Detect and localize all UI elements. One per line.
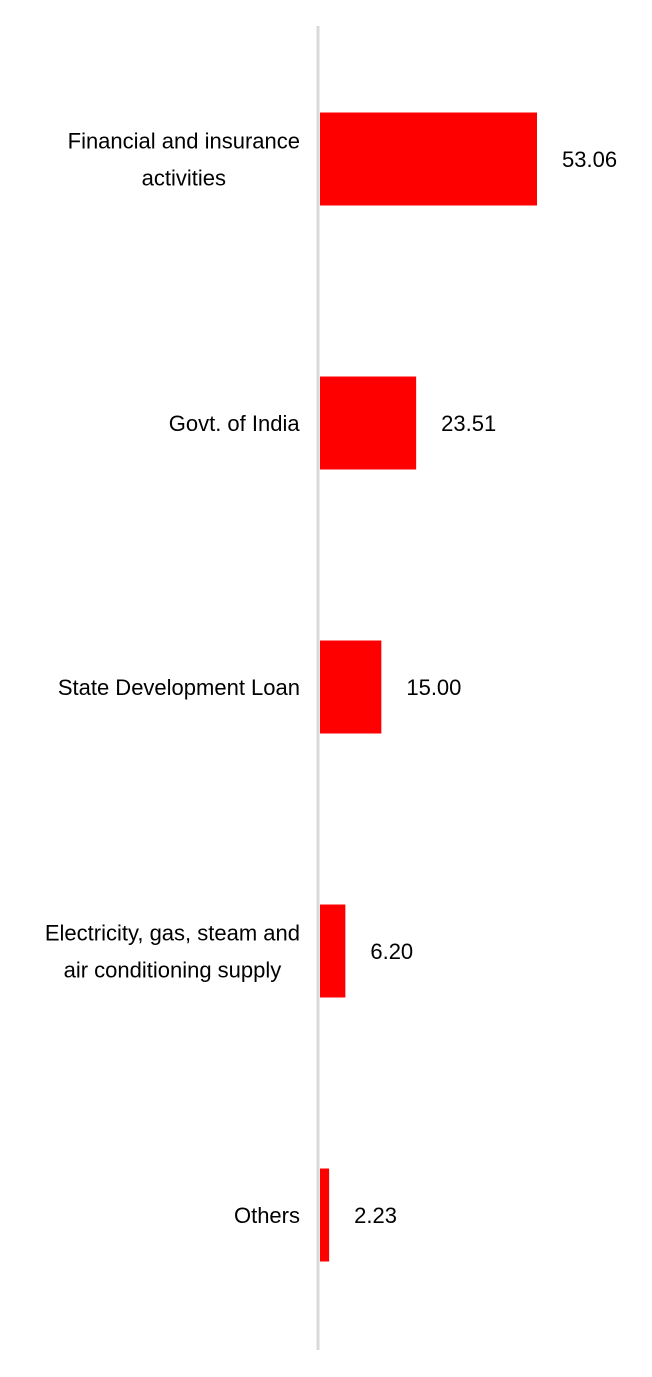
category-label-4: Others: [234, 1203, 300, 1228]
bar-2: [320, 640, 382, 734]
category-label-2-line-0: State Development Loan: [58, 675, 300, 700]
category-label-0-line-0: Financial and insurance: [68, 129, 300, 154]
value-label-3: 6.20: [370, 939, 413, 964]
value-labels-group: 53.06 23.51 15.00 6.20 2.23: [354, 147, 617, 1228]
category-label-0-line-1: activities: [142, 166, 226, 191]
value-label-2: 15.00: [406, 675, 461, 700]
category-labels-group: Financial and insurance activities Govt. o…: [45, 129, 301, 1229]
bar-0: [320, 112, 537, 206]
bars-group: [320, 112, 537, 1262]
category-label-1: Govt. of India: [169, 411, 301, 436]
bar-1: [320, 376, 417, 470]
category-label-0: Financial and insurance activities: [68, 129, 300, 191]
value-label-0: 53.06: [562, 147, 617, 172]
category-label-4-line-0: Others: [234, 1203, 300, 1228]
category-label-2: State Development Loan: [58, 675, 300, 700]
bar-3: [320, 904, 346, 998]
value-label-4: 2.23: [354, 1203, 397, 1228]
category-label-3: Electricity, gas, steam and air condition…: [45, 921, 300, 983]
category-label-3-line-1: air conditioning supply: [64, 958, 282, 983]
bar-4: [320, 1168, 330, 1262]
value-label-1: 23.51: [441, 411, 496, 436]
category-label-3-line-0: Electricity, gas, steam and: [45, 921, 300, 946]
category-label-1-line-0: Govt. of India: [169, 411, 301, 436]
